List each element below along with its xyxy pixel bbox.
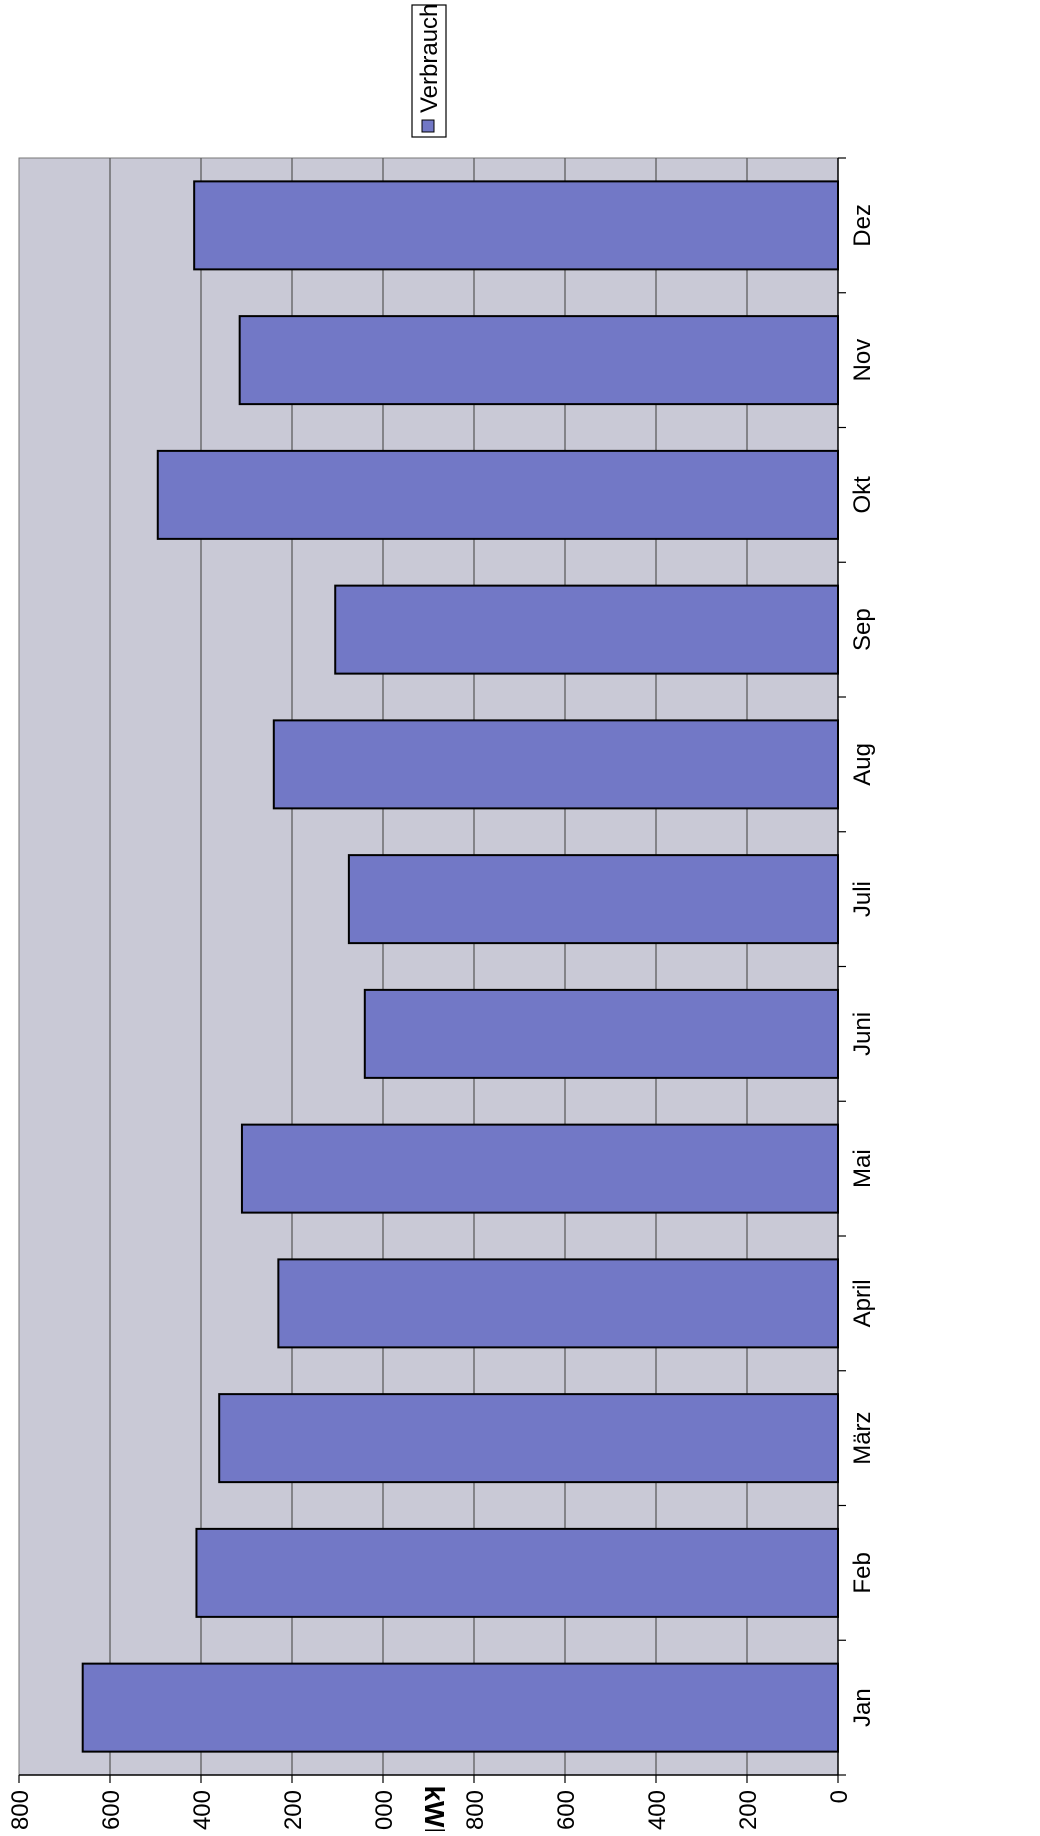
y-axis-label: kWh bbox=[419, 1785, 450, 1831]
bar-mai bbox=[240, 1123, 839, 1214]
value-tick-label: 1600 bbox=[98, 1790, 125, 1831]
value-tick-label: 800 bbox=[462, 1790, 489, 1830]
category-label: Feb bbox=[849, 1552, 876, 1593]
legend: Verbrauch bbox=[411, 4, 447, 138]
value-tick-label: 1200 bbox=[280, 1790, 307, 1831]
bar-juli bbox=[347, 854, 839, 945]
category-label: Jan bbox=[849, 1688, 876, 1727]
bars bbox=[81, 180, 840, 1753]
category-label: Nov bbox=[849, 339, 876, 382]
legend-label: Verbrauch bbox=[416, 4, 443, 113]
bar-nov bbox=[238, 315, 840, 406]
bar-juni bbox=[363, 988, 839, 1079]
bar-sep bbox=[334, 584, 839, 675]
category-label: Sep bbox=[849, 608, 876, 651]
category-label: März bbox=[849, 1411, 876, 1464]
category-labels: Jan Feb März April Mai Juni Juli Aug Sep Okt Nov De… bbox=[849, 204, 876, 1727]
value-tick-label: 1000 bbox=[371, 1790, 398, 1831]
category-label: Okt bbox=[849, 476, 876, 514]
bar-dez bbox=[193, 180, 840, 271]
plot-area bbox=[18, 157, 839, 1776]
value-tick-label: 1400 bbox=[189, 1790, 216, 1831]
value-tick-label: 400 bbox=[644, 1790, 671, 1830]
category-label: Juni bbox=[849, 1012, 876, 1056]
legend-box bbox=[411, 4, 447, 138]
legend-swatch bbox=[421, 119, 435, 133]
bar-aug bbox=[272, 719, 839, 810]
bar-jan bbox=[81, 1662, 839, 1753]
category-label: Dez bbox=[849, 204, 876, 247]
bar-märz bbox=[218, 1393, 839, 1484]
category-label: April bbox=[849, 1279, 876, 1327]
bar-okt bbox=[156, 449, 839, 540]
value-tick-labels: 0 200 400 600 800 1000 1200 1400 1600 1800 bbox=[7, 1790, 853, 1836]
category-label: Mai bbox=[849, 1149, 876, 1188]
axes bbox=[18, 157, 846, 1783]
bar-feb bbox=[195, 1527, 839, 1618]
category-label: Juli bbox=[849, 881, 876, 917]
bar-april bbox=[277, 1258, 840, 1349]
category-label: Aug bbox=[849, 743, 876, 786]
value-tick-label: 0 bbox=[826, 1790, 853, 1803]
gridlines bbox=[109, 158, 748, 1775]
value-tick-label: 200 bbox=[735, 1790, 762, 1830]
value-tick-label: 1800 bbox=[7, 1790, 34, 1831]
value-tick-label: 600 bbox=[553, 1790, 580, 1830]
